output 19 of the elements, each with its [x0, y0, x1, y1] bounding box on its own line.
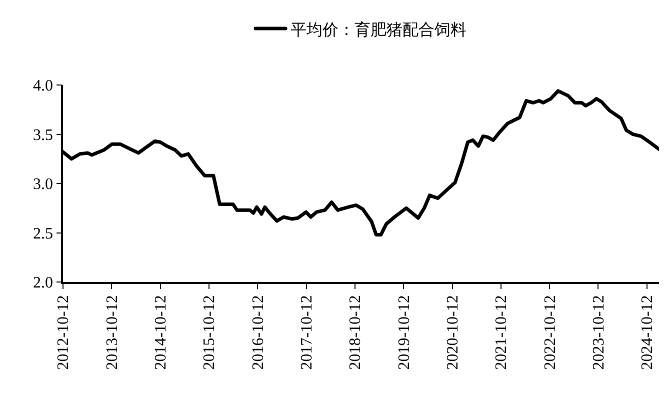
legend-label: 平均价：育肥猪配合饲料: [290, 20, 466, 39]
x-tick-label: 2017-10-12: [298, 295, 316, 370]
x-tick-label: 2016-10-12: [250, 295, 267, 370]
y-tick-label: 4.0: [33, 78, 54, 95]
x-tick-label: 2012-10-12: [55, 295, 72, 370]
x-tick-label: 2020-10-12: [444, 295, 462, 370]
x-tick-label: 2024-10-12: [639, 295, 656, 370]
x-tick-label: 2015-10-12: [201, 295, 218, 370]
x-tick-label: 2023-10-12: [590, 295, 608, 370]
y-tick-label: 2.0: [33, 274, 54, 292]
y-tick-label: 3.0: [33, 176, 54, 194]
x-tick-label: 2014-10-12: [152, 295, 170, 370]
y-tick-label: 2.5: [33, 225, 54, 242]
x-tick-label: 2022-10-12: [542, 295, 559, 370]
x-tick-label: 2019-10-12: [396, 295, 413, 370]
x-tick-label: 2013-10-12: [104, 295, 121, 370]
x-tick-label: 2018-10-12: [347, 295, 364, 370]
y-tick-label: 3.5: [33, 126, 54, 144]
x-tick-label: 2021-10-12: [493, 295, 510, 370]
